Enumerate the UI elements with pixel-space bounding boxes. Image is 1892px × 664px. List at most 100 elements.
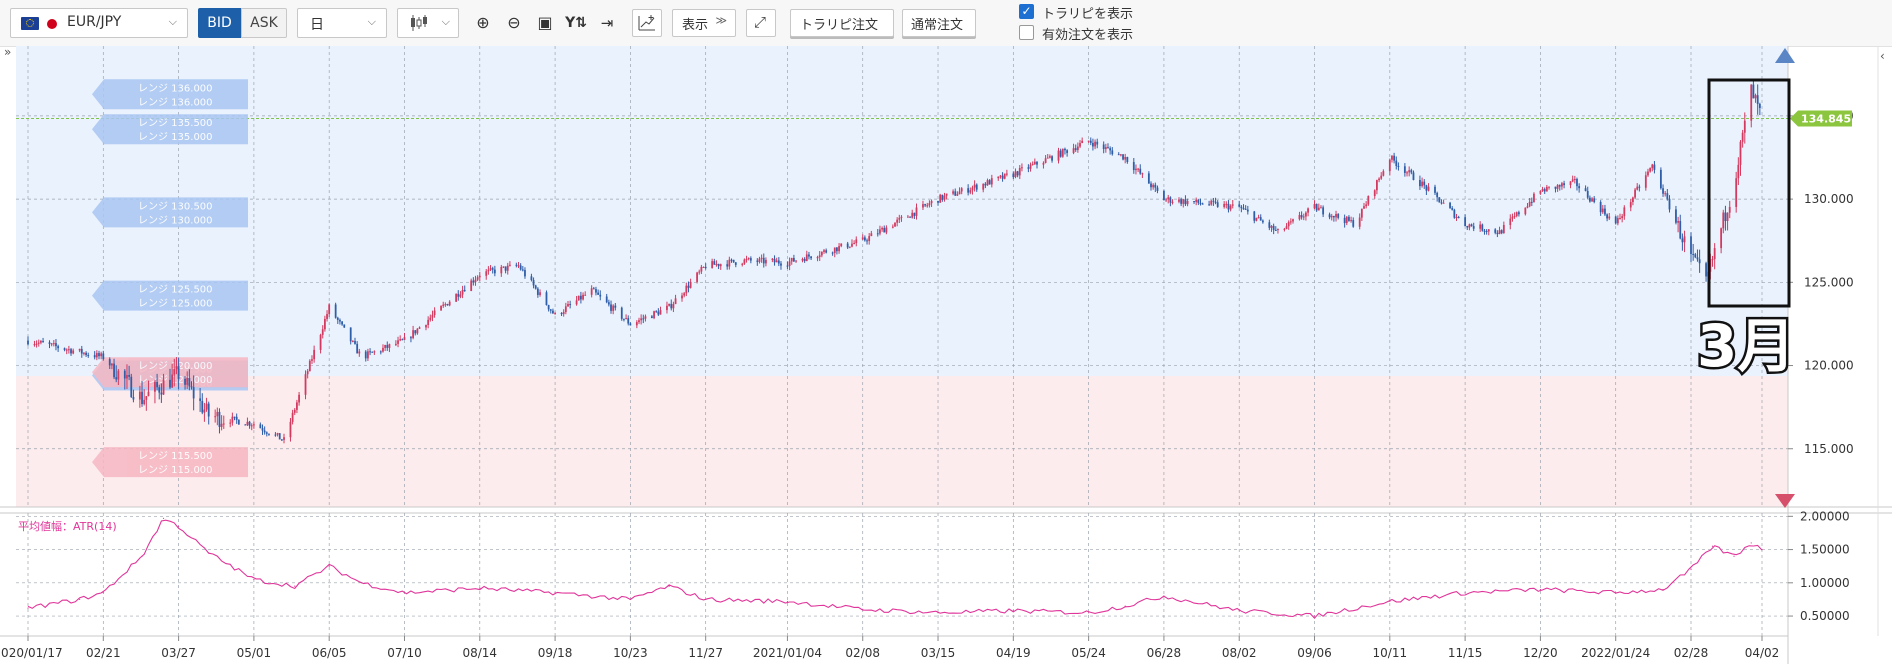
x-tick-label: 09/06 [1297,646,1332,660]
candle [52,340,55,347]
candle [958,187,961,195]
candle [235,413,238,424]
show-trail-checkbox[interactable]: ✓ [1019,4,1034,19]
candle [1378,177,1380,183]
candle [1027,164,1030,173]
candle [1576,177,1578,191]
candle [610,300,612,314]
candle [939,193,942,203]
candle [93,351,96,360]
candle [1184,195,1187,206]
candle [95,350,98,361]
fit-screen-icon[interactable]: ▣ [537,13,553,32]
display-menu-button[interactable]: 表示 ≫ [672,9,736,37]
candle [532,277,535,289]
candle [1382,169,1385,177]
candle [1569,181,1572,189]
candle [657,308,660,316]
y-axis-scale-icon[interactable]: Y⇅ [565,15,587,31]
candle [984,182,987,189]
show-valid-orders-checkbox[interactable] [1019,25,1034,40]
candle [308,359,311,372]
candle [956,191,959,196]
candle [1283,227,1286,232]
zoom-in-icon[interactable]: ⊕ [476,13,490,32]
candle [894,222,896,227]
candle [1593,196,1596,204]
candle [1397,162,1400,171]
candle [1403,163,1406,177]
range-order-tag[interactable]: レンジ 125.500 レンジ 125.000 [92,280,248,311]
symbol-select[interactable]: EUR/JPY ⌵ [10,8,188,38]
range-order-tag[interactable]: レンジ 130.500 レンジ 130.000 [92,197,248,228]
atr-point [1088,612,1090,614]
x-tick-label: 07/10 [387,646,422,660]
trail-order-button[interactable]: トラリピ注文 [790,9,894,37]
candle [1584,185,1587,192]
candle [1466,225,1469,231]
bid-button[interactable]: BID [198,8,241,38]
candle [1061,148,1064,158]
candle [401,338,404,341]
side-collapse-icon[interactable]: ‹ [1880,49,1885,63]
candle [1563,180,1565,189]
svg-text:レンジ 125.000: レンジ 125.000 [138,299,213,310]
scroll-down-arrow-icon[interactable] [1775,494,1795,508]
candle [771,257,774,263]
candle [1096,138,1099,149]
candle [952,189,954,196]
candle [831,251,834,256]
fullscreen-button[interactable]: ⤢ [746,9,776,37]
candle [1332,215,1335,222]
candle [244,424,247,426]
x-tick-label: 09/18 [538,646,573,660]
zoom-out-icon[interactable]: ⊖ [507,13,521,32]
candle [937,200,939,206]
range-order-tag[interactable]: レンジ 136.000 レンジ 136.000 [92,79,248,110]
candle [1511,213,1514,222]
candle [913,212,916,219]
candle [1021,163,1023,172]
candle [623,318,625,322]
candle [425,324,427,331]
candle [554,311,556,315]
expand-panel-icon[interactable]: » [4,46,11,59]
candle [629,322,632,326]
candle [1087,140,1090,143]
candle [1059,148,1062,158]
show-valid-orders-label: 有効注文を表示 [1042,28,1134,43]
candle [263,426,266,435]
candle [986,178,989,186]
atr-point [1389,600,1391,603]
candle [268,433,270,436]
candle [1240,205,1243,213]
ask-button[interactable]: ASK [241,8,287,38]
normal-order-button[interactable]: 通常注文 [902,9,976,37]
atr-point [1615,592,1617,594]
scroll-latest-icon[interactable]: ⇥ [600,14,614,32]
candle [997,176,1000,181]
candle [250,423,253,431]
atr-point [705,598,707,601]
indicator-button[interactable] [632,9,662,37]
candle [1005,169,1008,177]
candle [1599,200,1602,216]
range-order-tag[interactable]: レンジ 115.500 レンジ 115.000 [92,447,248,478]
candle [1320,205,1322,209]
candle [788,257,791,271]
candle [158,384,161,400]
x-tick-label: 2021/01/04 [753,646,822,660]
candle [1588,195,1591,203]
candle [1750,84,1753,128]
timeframe-select[interactable]: 日 ⌵ [297,8,387,38]
scroll-up-arrow-icon[interactable] [1775,48,1795,63]
chart-type-select[interactable]: ⌵ [397,8,459,38]
candle [907,215,909,218]
atr-point [937,612,939,614]
candle [517,262,520,269]
range-order-tag[interactable]: レンジ 135.500 レンジ 135.000 [92,114,248,145]
candle [35,340,38,348]
x-tick-label: 03/27 [161,646,196,660]
candle [304,370,307,400]
